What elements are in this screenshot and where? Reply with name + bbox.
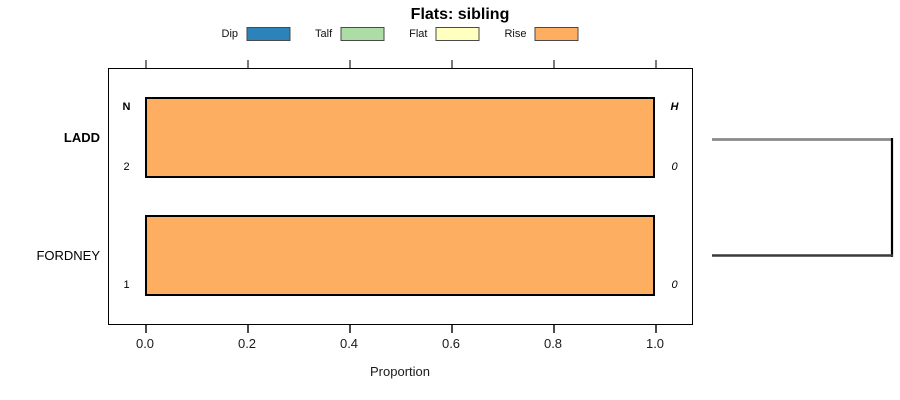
x-axis-top-tick [553,60,555,68]
x-axis-tick-label: 0.0 [135,336,155,351]
h-count: 0 [671,161,678,173]
bar-segment-rise-ladd [145,97,655,178]
legend-swatch-flat [435,27,480,41]
x-axis-top-tick [145,60,147,68]
legend-swatch-dip [246,27,291,41]
x-axis-bottom-tick [655,325,657,333]
x-axis-top-tick [247,60,249,68]
legend-label: Talf [315,28,333,40]
x-axis-top-tick [451,60,453,68]
x-axis-bottom-tick [451,325,453,333]
n-count: 1 [123,279,130,291]
legend-swatch-rise [534,27,579,41]
legend-item-talf: Talf [315,27,385,41]
x-axis-tick-label: 0.8 [543,336,563,351]
legend-item-dip: Dip [222,27,291,41]
legend-label: Rise [504,28,527,40]
legend-item-rise: Rise [504,27,579,41]
x-axis-bottom-tick [145,325,147,333]
x-axis-bottom-tick [247,325,249,333]
category-label-ladd: LADD [63,129,100,145]
x-axis-tick-label: 0.2 [237,336,257,351]
legend-item-flat: Flat [409,27,480,41]
legend-label: Flat [409,28,428,40]
x-axis-bottom-tick [553,325,555,333]
h-count: 0 [671,279,678,291]
x-axis-bottom-tick [349,325,351,333]
x-axis-tick-label: 1.0 [645,336,665,351]
h-header: H [670,101,679,113]
x-axis-top-tick [655,60,657,68]
x-axis-top-tick [349,60,351,68]
x-axis-tick-label: 0.4 [339,336,359,351]
n-count: 2 [123,161,130,173]
chart-title: Flats: sibling [410,6,510,23]
bar-segment-rise-fordney [145,215,655,296]
n-header: N [122,101,131,113]
legend-swatch-talf [340,27,385,41]
category-label-fordney: FORDNEY [36,247,100,263]
chart-legend: Dip Talf Flat Rise [222,27,579,41]
legend-label: Dip [221,28,239,40]
x-axis-title: Proportion [370,364,430,379]
x-axis-tick-label: 0.6 [441,336,461,351]
